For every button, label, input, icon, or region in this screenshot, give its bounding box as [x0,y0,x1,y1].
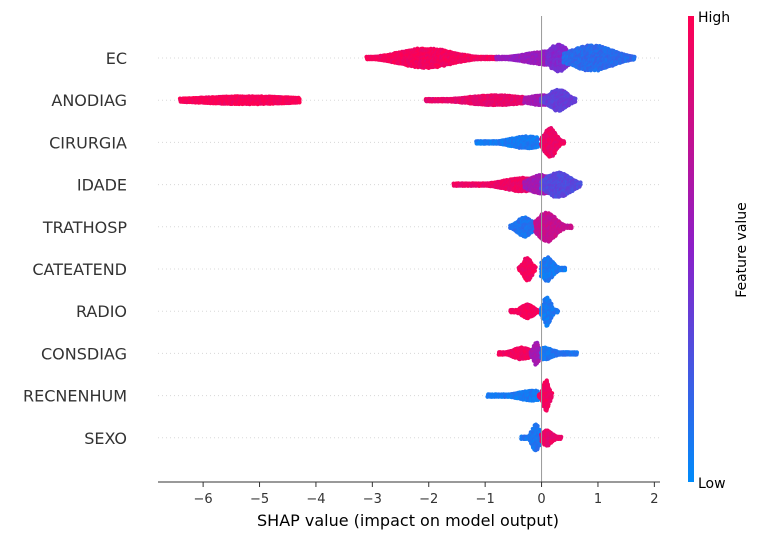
shap-points [538,295,561,328]
feature-row: CONSDIAG [41,340,660,367]
shap-points [474,134,541,151]
feature-label: CIRURGIA [49,133,127,152]
feature-row: TRATHOSP [42,210,660,244]
shap-points [364,46,501,70]
shap-point [562,268,568,273]
shap-points [539,345,580,362]
shap-points [539,126,567,159]
feature-label: RECNENHUM [23,387,127,406]
shap-point [297,100,302,105]
shap-points [177,94,302,107]
feature-label: EC [106,49,127,68]
shap-point [574,352,579,357]
shap-points [485,388,541,403]
shap-point [631,57,637,62]
feature-label: CATEATEND [32,260,127,279]
feature-row: IDADE [77,170,660,199]
shap-points [538,255,568,283]
feature-row: CATEATEND [32,255,660,283]
shap-points [423,93,526,108]
shap-point [561,141,567,146]
shap-point [532,268,538,273]
shap-point [555,310,560,315]
feature-row: CIRURGIA [49,126,660,159]
feature-label: CONSDIAG [41,344,127,363]
shap-point [547,320,552,325]
feature-row: ANODIAG [51,87,660,113]
shap-point [573,99,578,104]
feature-label: ANODIAG [51,91,127,110]
shap-point [535,144,541,149]
shap-point [577,184,582,189]
shap-point [536,358,541,364]
shap-points [516,256,538,283]
feature-rows: EC ANODIAG CIRURGIA IDADE TRATHOSP CATEATEND R… [23,42,660,453]
feature-label: RADIO [76,302,127,321]
feature-label: IDADE [77,176,127,195]
feature-label: TRATHOSP [42,218,128,237]
shap-point [569,225,574,231]
feature-row: EC [106,42,660,74]
shap-points [508,302,541,321]
shap-points [538,87,578,113]
shap-points [561,43,637,73]
feature-row: RADIO [76,295,660,328]
shap-points [533,210,574,244]
feature-row: RECNENHUM [23,378,660,413]
